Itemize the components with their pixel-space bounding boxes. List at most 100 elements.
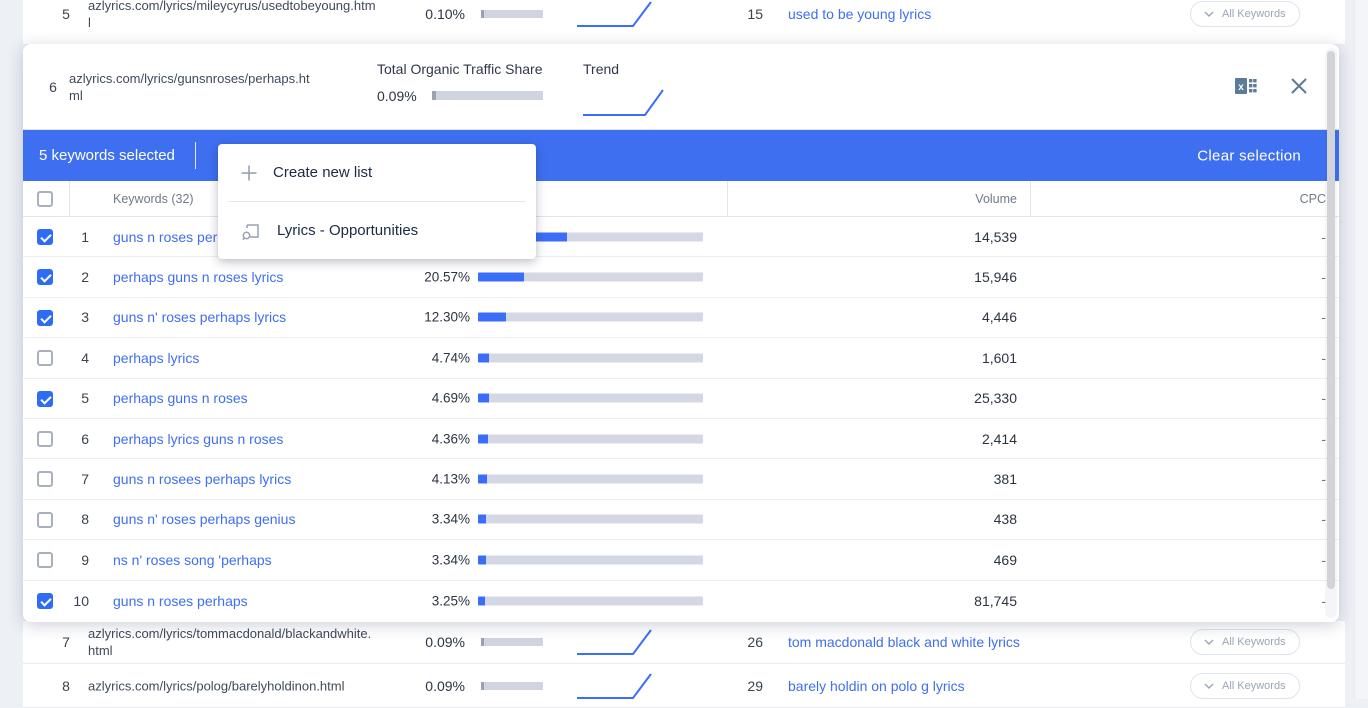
traffic-share-value: 20.57% xyxy=(424,269,470,285)
keyword-link[interactable]: guns n rosees perhaps lyrics xyxy=(113,471,292,488)
row-checkbox[interactable] xyxy=(37,552,53,569)
row-index: 10 xyxy=(73,592,89,609)
select-all-checkbox[interactable] xyxy=(37,191,53,207)
keyword-row: 8 guns n' roses perhaps genius 3.34% 438… xyxy=(23,500,1339,541)
traffic-share-fill xyxy=(481,681,484,690)
row-index: 8 xyxy=(81,511,89,528)
all-keywords-button[interactable]: All Keywords xyxy=(1190,629,1300,655)
row-checkbox[interactable] xyxy=(37,309,53,326)
volume-value: 15,946 xyxy=(974,269,1017,286)
page-scrollbar[interactable] xyxy=(1354,0,1368,699)
clear-selection-button[interactable]: Clear selection xyxy=(1191,146,1307,165)
traffic-share-fill xyxy=(478,353,489,363)
volume-value: 81,745 xyxy=(974,592,1017,609)
cpc-value: - xyxy=(1321,592,1326,609)
traffic-share-bar xyxy=(478,312,703,322)
keyword-link[interactable]: guns n' roses perhaps genius xyxy=(113,511,296,528)
keyword-link[interactable]: ns n' roses song 'perhaps xyxy=(113,551,272,568)
column-header-cpc[interactable]: CPC xyxy=(1299,191,1326,206)
traffic-share-fill xyxy=(432,91,436,100)
page-row-index: 7 xyxy=(62,634,70,650)
page-url-link[interactable]: azlyrics.com/lyrics/mileycyrus/usedtobey… xyxy=(88,0,376,30)
column-header-volume[interactable]: Volume xyxy=(975,191,1017,206)
cpc-value: - xyxy=(1321,309,1326,326)
keyword-row: 5 perhaps guns n roses 4.69% 25,330 - xyxy=(23,379,1339,419)
all-keywords-label: All Keywords xyxy=(1222,636,1286,648)
keyword-link[interactable]: guns n roses per xyxy=(113,228,218,245)
row-checkbox[interactable] xyxy=(37,430,53,447)
page-url-link[interactable]: azlyrics.com/lyrics/tommacdonald/blackan… xyxy=(88,626,372,658)
svg-text:x: x xyxy=(1238,82,1244,93)
keyword-link[interactable]: perhaps guns n roses xyxy=(113,390,248,407)
cpc-value: - xyxy=(1321,511,1326,528)
column-header-keywords[interactable]: Keywords (32) xyxy=(113,191,194,206)
menu-item-create-new-list[interactable]: Create new list xyxy=(218,144,536,201)
close-button[interactable] xyxy=(1286,73,1312,99)
menu-item-label: Lyrics - Opportunities xyxy=(277,222,419,239)
menu-divider xyxy=(228,201,526,202)
keyword-link[interactable]: perhaps lyrics guns n roses xyxy=(113,430,284,447)
keyword-link[interactable]: used to be young lyrics xyxy=(788,6,932,22)
traffic-share-bar xyxy=(478,514,703,524)
all-keywords-label: All Keywords xyxy=(1222,679,1286,692)
column-divider xyxy=(727,181,728,216)
volume-value: 25,330 xyxy=(974,390,1017,407)
volume-value: 4,446 xyxy=(981,309,1017,326)
cpc-value: - xyxy=(1321,349,1326,366)
keyword-link[interactable]: barely holdin on polo g lyrics xyxy=(788,677,965,694)
all-keywords-button[interactable]: All Keywords xyxy=(1190,672,1300,699)
keyword-link[interactable]: perhaps guns n roses lyrics xyxy=(113,269,284,286)
row-index: 7 xyxy=(81,471,89,488)
keyword-row: 10 guns n roses perhaps 3.25% 81,745 - xyxy=(23,581,1339,621)
row-checkbox[interactable] xyxy=(37,390,53,407)
row-checkbox[interactable] xyxy=(37,229,53,245)
volume-value: 1,601 xyxy=(981,349,1017,366)
cpc-value: - xyxy=(1321,228,1326,245)
keyword-link[interactable]: guns n' roses perhaps lyrics xyxy=(113,309,287,326)
column-divider xyxy=(1030,181,1031,216)
trend-sparkline xyxy=(575,0,665,33)
traffic-share-fill xyxy=(478,555,486,565)
modal-scrollbar-thumb[interactable] xyxy=(1327,51,1335,589)
keyword-link[interactable]: tom macdonald black and white lyrics xyxy=(788,634,1020,650)
all-keywords-button[interactable]: All Keywords xyxy=(1190,1,1300,27)
traffic-share-bar xyxy=(478,393,703,403)
trend-column-label: Trend xyxy=(583,61,620,77)
keyword-row: 3 guns n' roses perhaps lyrics 12.30% 4,… xyxy=(23,298,1339,339)
row-index: 4 xyxy=(81,349,89,366)
traffic-share-value: 4.13% xyxy=(431,471,470,487)
page-row-index: 8 xyxy=(62,677,70,694)
traffic-share-bar xyxy=(481,10,543,18)
row-index: 1 xyxy=(81,228,89,245)
keyword-link[interactable]: guns n roses perhaps xyxy=(113,592,248,609)
page-table-row: 5 azlyrics.com/lyrics/mileycyrus/usedtob… xyxy=(23,0,1345,45)
export-excel-button[interactable]: x xyxy=(1233,73,1259,99)
traffic-share-value: 12.30% xyxy=(424,309,470,325)
traffic-share-fill xyxy=(481,10,484,18)
traffic-share-value: 0.09% xyxy=(377,88,417,104)
row-checkbox[interactable] xyxy=(37,592,53,609)
traffic-share-fill xyxy=(481,638,484,646)
traffic-share-value: 4.36% xyxy=(431,431,470,447)
menu-item-lyrics-opportunities[interactable]: Lyrics - Opportunities xyxy=(218,202,536,259)
expanded-page-panel: 6 azlyrics.com/lyrics/gunsnroses/perhaps… xyxy=(23,44,1339,622)
page-table-row: 8 azlyrics.com/lyrics/polog/barelyholdin… xyxy=(23,664,1345,708)
volume-value: 14,539 xyxy=(974,228,1017,245)
traffic-share-bar xyxy=(478,555,703,565)
row-checkbox[interactable] xyxy=(37,511,53,528)
menu-item-label: Create new list xyxy=(273,164,373,181)
page-url-link[interactable]: azlyrics.com/lyrics/polog/barelyholdinon… xyxy=(88,678,345,693)
keyword-list-dropdown: Create new list Lyrics - Opportunities xyxy=(218,144,536,259)
keyword-link[interactable]: perhaps lyrics xyxy=(113,349,200,366)
traffic-share-bar xyxy=(478,353,703,363)
keyword-row: 9 ns n' roses song 'perhaps 3.34% 469 - xyxy=(23,540,1339,581)
page-url-link[interactable]: azlyrics.com/lyrics/gunsnroses/perhaps.h… xyxy=(69,70,310,103)
traffic-share-bar xyxy=(478,596,703,606)
row-checkbox[interactable] xyxy=(37,350,53,367)
volume-value: 438 xyxy=(993,511,1017,528)
row-checkbox[interactable] xyxy=(37,471,53,488)
traffic-share-value: 0.09% xyxy=(425,634,465,650)
row-checkbox[interactable] xyxy=(37,269,53,286)
cpc-value: - xyxy=(1321,390,1326,407)
keyword-table-header: Keywords (32) Volume CPC xyxy=(23,181,1339,217)
